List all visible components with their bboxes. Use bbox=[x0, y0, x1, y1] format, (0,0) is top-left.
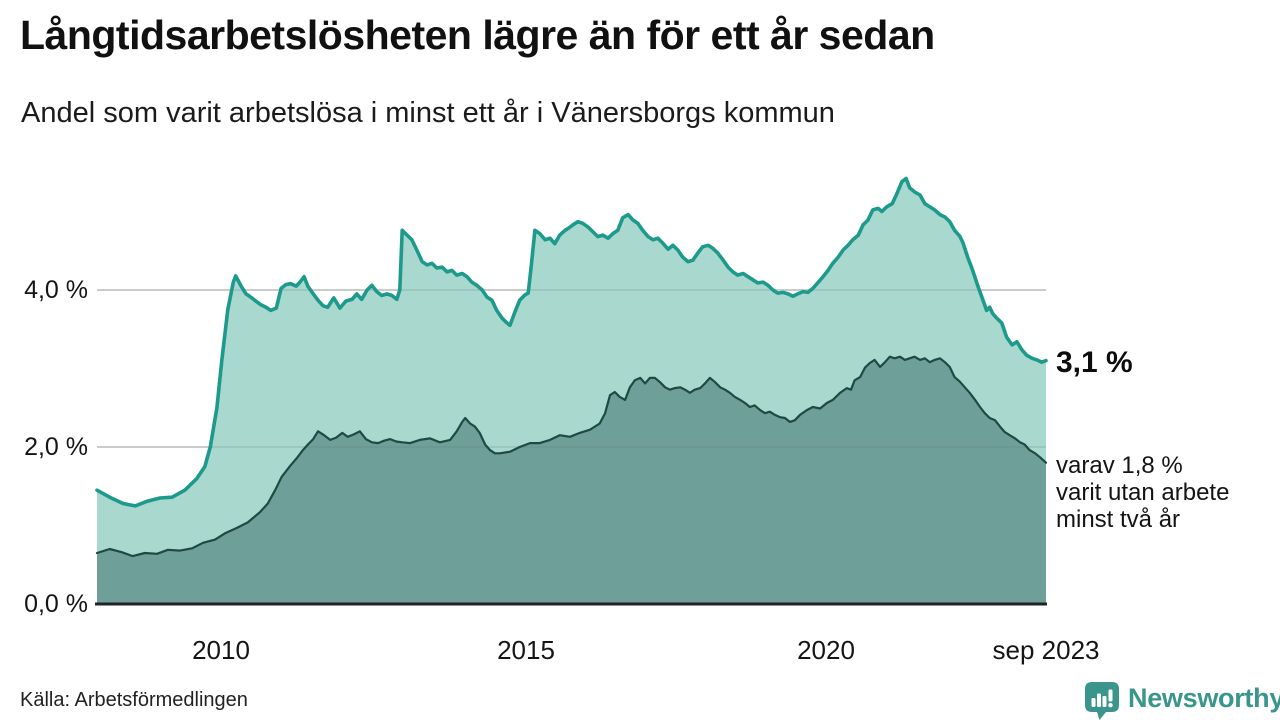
x-axis-tick-2010: 2010 bbox=[192, 635, 250, 665]
x-axis-tick-sep-2023: sep 2023 bbox=[992, 635, 1100, 665]
y-axis-tick-4: 4,0 % bbox=[24, 276, 88, 304]
brand-logo: Newsworthy bbox=[1084, 681, 1280, 720]
x-axis-tick-2020: 2020 bbox=[797, 635, 855, 665]
x-axis-tick-2015: 2015 bbox=[497, 635, 555, 665]
newsworthy-chart-bubble-icon bbox=[1085, 682, 1119, 720]
brand-name: Newsworthy bbox=[1128, 683, 1280, 713]
page-subtitle: Andel som varit arbetslösa i minst ett å… bbox=[21, 97, 835, 129]
y-axis-tick-2: 2,0 % bbox=[24, 433, 88, 461]
page-title: Långtidsarbetslösheten lägre än för ett … bbox=[20, 12, 935, 58]
series-annotation-note: varav 1,8 % varit utan arbete minst två … bbox=[1056, 452, 1230, 533]
y-axis-tick-0: 0,0 % bbox=[24, 590, 88, 618]
series-end-value-label: 3,1 % bbox=[1056, 346, 1133, 379]
source-credit: Källa: Arbetsförmedlingen bbox=[20, 689, 248, 711]
